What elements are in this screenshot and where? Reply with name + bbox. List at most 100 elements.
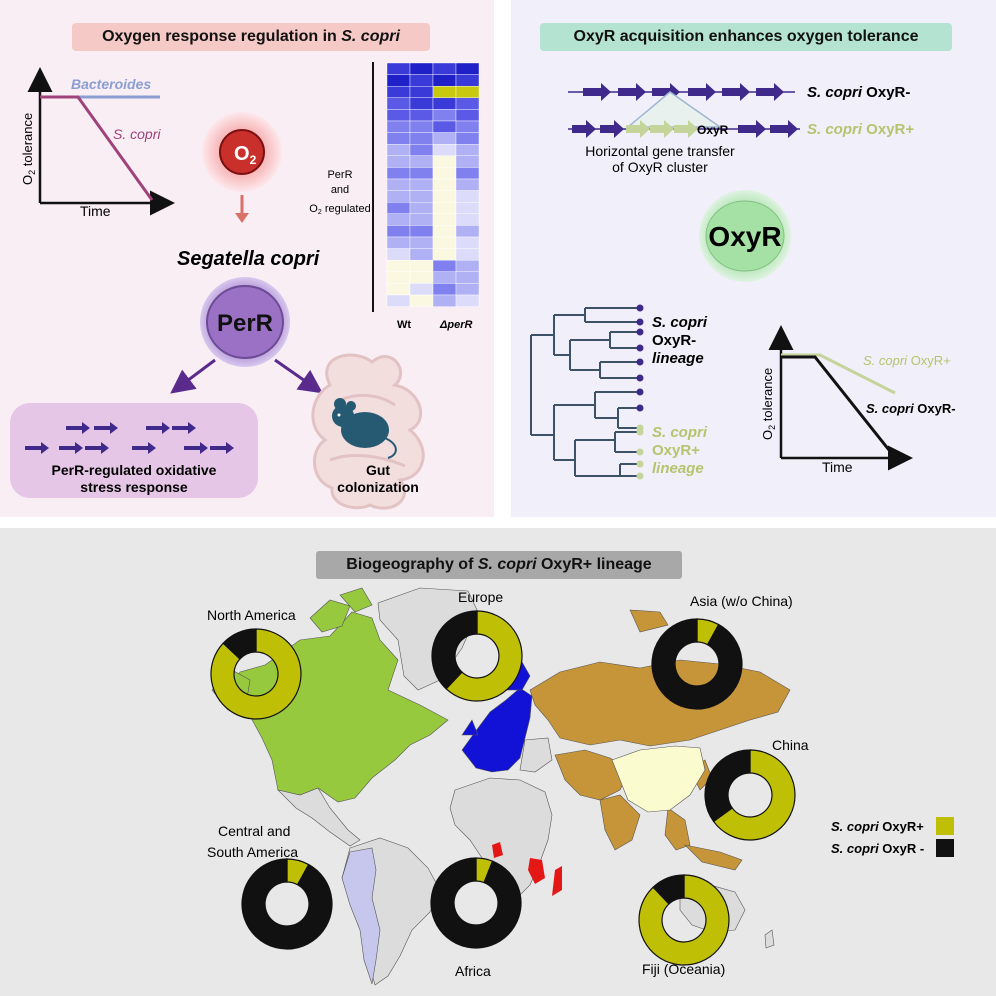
heatmap-cell <box>432 236 457 249</box>
perr-label: PerR <box>217 310 273 337</box>
panel-a-title: Oxygen response regulation in S. copri <box>72 23 430 51</box>
africa-highlight-1 <box>492 842 503 858</box>
graph-b-plus-label: S. copri OxyR+ <box>863 353 951 368</box>
heatmap-block: PerR and O2 regulated Wt ΔperR <box>309 62 480 331</box>
donut-africa <box>430 857 522 949</box>
heatmap-cell <box>409 167 434 180</box>
oxyr-gene-label: OxyR <box>697 123 729 137</box>
tree-tip-oxyr-minus <box>636 358 644 366</box>
oxyr-circle-label: OxyR <box>708 221 781 252</box>
europe <box>461 687 533 773</box>
arrow-to-stress <box>170 358 216 394</box>
tree-plus-2: OxyR+ <box>652 442 700 459</box>
heatmap-cell <box>409 97 434 110</box>
heatmap-cell <box>409 213 434 226</box>
heatmap-cell <box>386 260 411 273</box>
o2-tolerance-graph-b: S. copri OxyR+ S. copri OxyR- Time O2 to… <box>760 325 956 475</box>
central-america <box>277 787 361 847</box>
heatmap-cell <box>386 109 411 122</box>
tree-minus-3: lineage <box>652 350 704 367</box>
heatmap-cell <box>409 190 434 203</box>
operon-minus-label: S. copri OxyR- <box>807 84 910 101</box>
asia-middle <box>554 749 631 801</box>
heatmap-cell <box>386 167 411 180</box>
heatmap-cell <box>386 178 411 191</box>
heatmap-cell <box>409 132 434 145</box>
heatmap-cell <box>455 225 480 238</box>
perr-node: PerR <box>200 277 290 367</box>
gut-label-2: colonization <box>337 479 419 495</box>
hgt-label-2: of OxyR cluster <box>612 159 708 175</box>
heatmap-cell <box>386 294 411 307</box>
label-europe: Europe <box>458 589 503 605</box>
organism-label: Segatella copri <box>177 248 320 270</box>
heatmap-cell <box>409 271 434 284</box>
label-africa: Africa <box>455 963 491 979</box>
heatmap-cell <box>432 271 457 284</box>
hgt-label-1: Horizontal gene transfer <box>585 143 735 159</box>
stress-label-1: PerR-regulated oxidative <box>52 462 217 478</box>
heatmap-cell <box>409 225 434 238</box>
heatmap-cell <box>409 109 434 122</box>
slice-oxyr-plus <box>712 749 796 841</box>
slice-oxyr-plus <box>210 628 302 720</box>
heatmap-label-2: and <box>331 184 349 196</box>
graph-b-ylabel: O2 tolerance <box>760 368 777 440</box>
heatmap-cell <box>432 62 457 75</box>
mouse-icon <box>332 398 397 459</box>
label-central-south-america-1: Central and <box>218 823 290 839</box>
heatmap-cell <box>386 190 411 203</box>
graph-b-minus-label: S. copri OxyR- <box>866 401 956 416</box>
heatmap-cell <box>432 260 457 273</box>
heatmap-cell <box>432 201 457 214</box>
heatmap-cell <box>432 294 457 307</box>
heatmap-cell <box>409 236 434 249</box>
heatmap-cell <box>409 155 434 168</box>
donut-china <box>704 749 796 841</box>
heatmap-cell <box>409 283 434 296</box>
slice-oxyr-minus <box>222 628 257 660</box>
graph-a-xlabel: Time <box>80 203 111 219</box>
label-north-america: North America <box>207 607 296 623</box>
heatmap-cell <box>455 190 480 203</box>
legend-oxyr-minus-label: S. copri OxyR - <box>831 841 924 856</box>
heatmap-cell <box>386 85 411 98</box>
madagascar <box>552 866 562 896</box>
heatmap-cell <box>386 143 411 156</box>
heatmap-cell <box>455 120 480 133</box>
heatmap-cell <box>409 85 434 98</box>
south-america-highlight <box>341 847 381 985</box>
heatmap-cell <box>409 74 434 87</box>
slice-oxyr-minus <box>430 857 522 949</box>
slice-oxyr-minus <box>431 610 478 690</box>
heatmap-cell <box>386 155 411 168</box>
heatmap-cell <box>455 236 480 249</box>
tree-tip-oxyr-minus <box>636 388 644 396</box>
tree-plus-1: S. copri <box>652 424 708 441</box>
heatmap-cell <box>432 132 457 145</box>
heatmap-cell <box>409 260 434 273</box>
heatmap-cell <box>386 201 411 214</box>
donut-north-america <box>210 628 302 720</box>
tree-minus-2: OxyR- <box>652 332 696 349</box>
tree-tip-oxyr-minus <box>636 318 644 326</box>
tree-plus-3: lineage <box>652 460 704 477</box>
slice-oxyr-minus <box>704 749 751 823</box>
heatmap-cell <box>386 236 411 249</box>
heatmap-cell <box>432 283 457 296</box>
donut-asia-w-o-china- <box>651 618 743 710</box>
heatmap-cell <box>432 97 457 110</box>
india <box>599 794 641 851</box>
legend-oxyr-minus-swatch <box>936 839 954 857</box>
s-copri-line <box>40 95 154 201</box>
donut-europe <box>431 610 523 702</box>
donut-fiji-oceania- <box>638 874 730 966</box>
heatmap-cell <box>455 143 480 156</box>
heatmap-cell <box>455 97 480 110</box>
heatmap-cell <box>432 143 457 156</box>
heatmap-cell <box>455 283 480 296</box>
heatmap-cell <box>455 294 480 307</box>
world-map <box>211 587 791 986</box>
oxyr-plus-line <box>781 353 896 395</box>
